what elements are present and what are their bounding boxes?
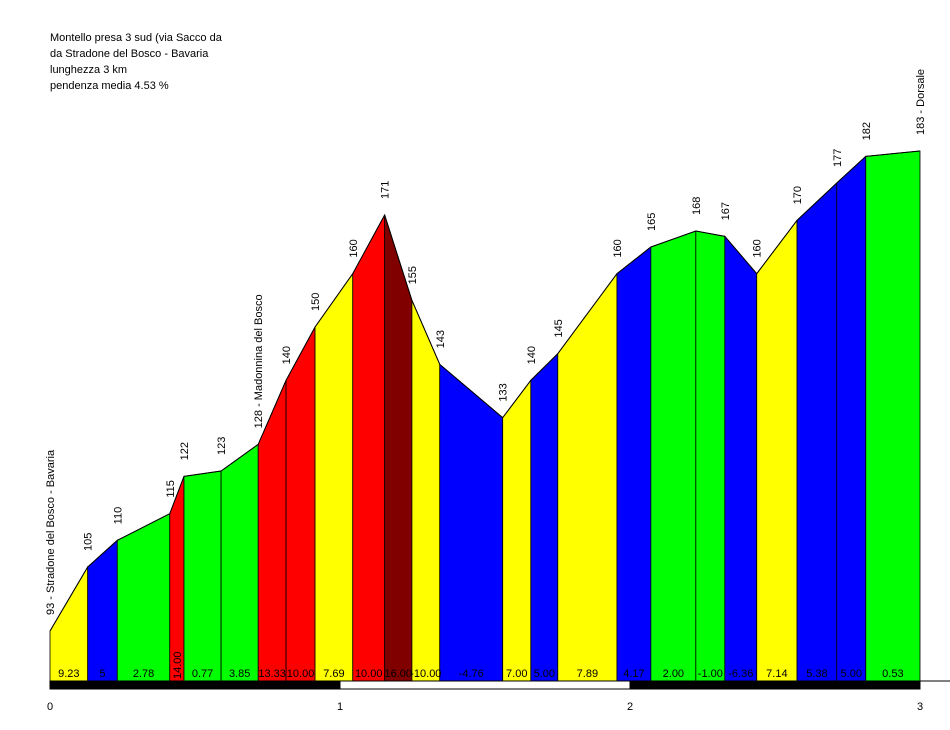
x-tick-label: 3	[917, 701, 923, 713]
x-axis-ticks: 0 1 2 3	[47, 701, 923, 713]
grade-label: 4.17	[623, 668, 644, 680]
grade-label: 5.00	[841, 668, 862, 680]
distance-scale-bar	[49, 680, 950, 690]
grade-label: 2.78	[133, 668, 154, 680]
elevation-label: 171	[380, 181, 392, 199]
elevation-label: 168	[691, 197, 703, 215]
grade-label: 16.00	[385, 668, 413, 680]
elevation-label: 182	[861, 122, 873, 140]
grade-segment	[352, 214, 386, 682]
grade-label: 0.53	[882, 668, 903, 680]
elevation-label: 140	[526, 346, 538, 364]
grade-label: 3.85	[229, 668, 250, 680]
grade-segment	[220, 443, 259, 682]
grade-segment	[411, 300, 441, 682]
grade-label: 0.77	[192, 668, 213, 680]
grade-segment	[285, 326, 316, 682]
elevation-label: 123	[216, 437, 228, 455]
profile-outline	[49, 150, 921, 632]
grade-label: -4.76	[459, 668, 484, 680]
route-average-grade: pendenza media 4.53 %	[50, 80, 169, 92]
grade-label: 13.33	[258, 668, 286, 680]
scale-bar-km	[629, 680, 921, 690]
grade-label: -10.00	[410, 668, 441, 680]
elevation-label: 140	[281, 346, 293, 364]
route-start: da Stradone del Bosco - Bavaria	[50, 48, 209, 60]
grade-label: 5.00	[534, 668, 555, 680]
elevation-label: 160	[348, 239, 360, 257]
chart-header: Montello presa 3 sud (via Sacco da da St…	[50, 30, 222, 94]
elevation-label: 145	[553, 319, 565, 337]
grade-segment	[724, 235, 758, 682]
elevation-label: 155	[407, 266, 419, 284]
scale-bar-km	[339, 680, 631, 690]
grade-label: 10.00	[355, 668, 383, 680]
grade-label: 5	[99, 668, 105, 680]
elevation-label: 128 - Madonnina del Bosco	[253, 294, 265, 428]
elevation-label: 93 - Stradone del Bosco - Bavaria	[45, 449, 57, 615]
route-length: lunghezza 3 km	[50, 64, 128, 76]
elevation-label: 160	[752, 239, 764, 257]
grade-segment	[616, 246, 652, 682]
grade-segment	[502, 379, 532, 682]
profile-line	[49, 150, 921, 632]
grade-segment	[87, 539, 118, 682]
grade-segment	[796, 182, 838, 682]
grade-label: 7.14	[766, 668, 787, 680]
scale-bar-km	[49, 680, 341, 690]
elevation-labels: 93 - Stradone del Bosco - Bavaria 105 110 1…	[45, 69, 927, 615]
elevation-label: 177	[832, 149, 844, 167]
elevation-label: 105	[83, 533, 95, 551]
grade-label: 7.89	[577, 668, 598, 680]
grade-segment	[695, 230, 726, 682]
grade-segment	[183, 470, 222, 682]
grade-label: -6.36	[728, 668, 753, 680]
elevation-label: 167	[720, 202, 732, 220]
grade-label: -1.00	[698, 668, 723, 680]
grade-segment	[116, 513, 171, 682]
chart-title: Montello presa 3 sud (via Sacco da	[50, 32, 222, 44]
grade-labels: 9.23 5 2.78 14.00 0.77 3.85 13.33 10.00 7.69 10.0…	[58, 651, 903, 680]
elevation-label: 170	[792, 186, 804, 204]
grade-label: 9.23	[58, 668, 79, 680]
grade-label: 10.00	[287, 668, 315, 680]
grade-segment	[530, 352, 559, 682]
elevation-label: 133	[498, 383, 510, 401]
grade-segment	[650, 230, 697, 682]
x-tick-label: 0	[47, 701, 53, 713]
elevation-label: 165	[646, 213, 658, 231]
grade-segment	[314, 272, 354, 682]
grade-label: 2.00	[663, 668, 684, 680]
elevation-label: 115	[165, 480, 177, 498]
elevation-label: 110	[112, 507, 124, 525]
elevation-label: 160	[612, 239, 624, 257]
segment-areas	[49, 150, 921, 682]
grade-segment	[439, 363, 504, 682]
grade-label: 7.69	[323, 668, 344, 680]
elevation-label: 143	[435, 330, 447, 348]
grade-segment	[756, 219, 798, 682]
grade-label: 14.00	[172, 651, 184, 679]
grade-label: 7.00	[506, 668, 527, 680]
elevation-label: 150	[310, 293, 322, 311]
grade-label: 5.38	[806, 668, 827, 680]
elevation-label: 122	[179, 442, 191, 460]
grade-segment	[836, 155, 867, 682]
elevation-label: 183 - Dorsale	[915, 69, 927, 135]
grade-segment	[865, 150, 921, 682]
x-tick-label: 2	[627, 701, 633, 713]
x-tick-label: 1	[337, 701, 343, 713]
grade-segment	[557, 272, 618, 682]
